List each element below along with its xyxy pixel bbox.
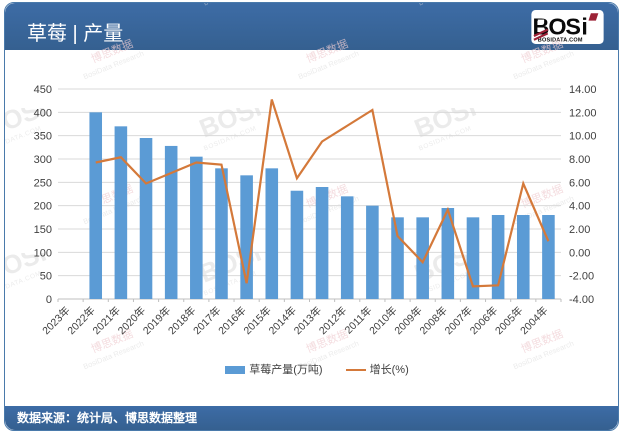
svg-text:10.00: 10.00 [569, 131, 597, 143]
svg-text:4.00: 4.00 [569, 201, 590, 213]
svg-text:14.00: 14.00 [569, 84, 597, 96]
svg-text:2004年: 2004年 [517, 304, 550, 337]
svg-text:450: 450 [34, 84, 52, 96]
svg-text:-2.00: -2.00 [569, 271, 594, 283]
svg-text:S: S [565, 13, 580, 39]
svg-text:50: 50 [40, 271, 52, 283]
svg-text:100: 100 [34, 247, 52, 259]
svg-text:-4.00: -4.00 [569, 294, 594, 306]
svg-text:250: 250 [34, 177, 52, 189]
svg-text:12.00: 12.00 [569, 107, 597, 119]
svg-text:BOSIDATA.COM: BOSIDATA.COM [538, 37, 583, 43]
svg-text:6.00: 6.00 [569, 177, 590, 189]
svg-text:150: 150 [34, 224, 52, 236]
svg-text:2012年: 2012年 [316, 304, 349, 337]
svg-text:8.00: 8.00 [569, 154, 590, 166]
svg-text:200: 200 [34, 201, 52, 213]
svg-text:i: i [581, 13, 588, 39]
svg-text:0.00: 0.00 [569, 247, 590, 259]
svg-text:0: 0 [46, 294, 52, 306]
svg-text:400: 400 [34, 107, 52, 119]
svg-text:350: 350 [34, 131, 52, 143]
svg-text:300: 300 [34, 154, 52, 166]
svg-text:2.00: 2.00 [569, 224, 590, 236]
